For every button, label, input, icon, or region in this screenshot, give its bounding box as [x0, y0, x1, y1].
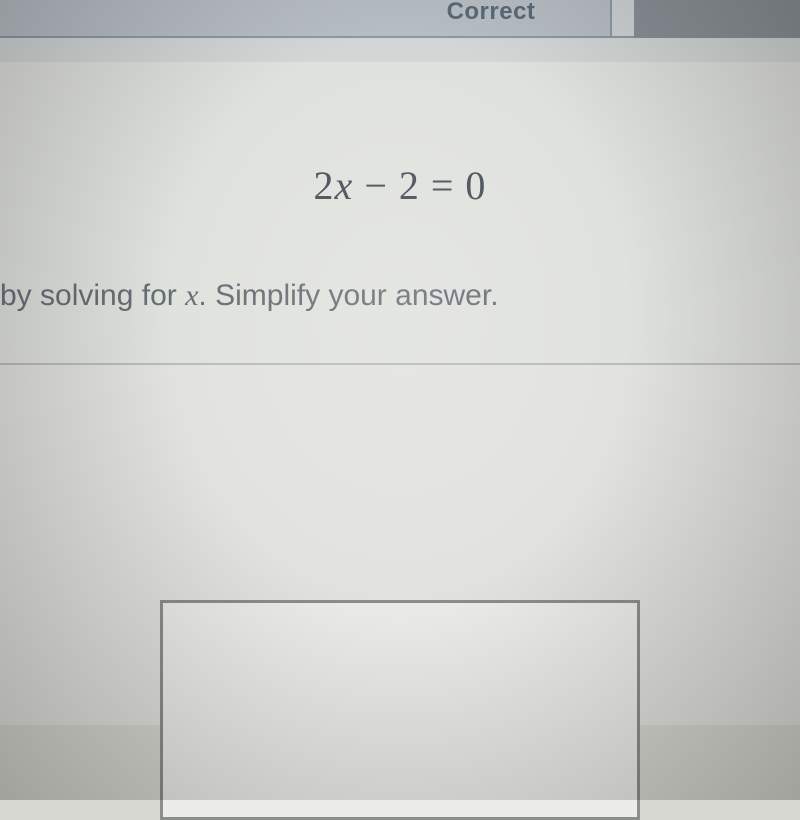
instruction-prefix: by solving for: [0, 279, 185, 312]
spacer: [0, 38, 800, 62]
equation-var: x: [335, 163, 354, 208]
instruction-suffix: . Simplify your answer.: [198, 279, 498, 312]
status-label: Correct: [447, 0, 536, 24]
instruction-text: by solving for x. Simplify your answer.: [0, 279, 800, 363]
tab-spacer-left: [0, 0, 372, 38]
equation-op: −: [353, 163, 399, 208]
tab-gap: [612, 0, 634, 38]
equation-area: 2x − 2 = 0 by solving for x. Simplify yo…: [0, 62, 800, 363]
answer-area: [0, 365, 800, 725]
instruction-var: x: [185, 279, 198, 312]
status-tab-correct[interactable]: Correct: [372, 0, 612, 38]
question-content: 2x − 2 = 0 by solving for x. Simplify yo…: [0, 62, 800, 363]
top-tab-bar: Correct: [0, 0, 800, 38]
equation-rhs: = 0: [420, 163, 487, 208]
equation-const: 2: [399, 163, 420, 208]
equation: 2x − 2 = 0: [0, 162, 800, 209]
tab-dark-block[interactable]: [634, 0, 800, 38]
equation-coeff: 2: [314, 163, 335, 208]
answer-input-box[interactable]: [160, 600, 640, 820]
